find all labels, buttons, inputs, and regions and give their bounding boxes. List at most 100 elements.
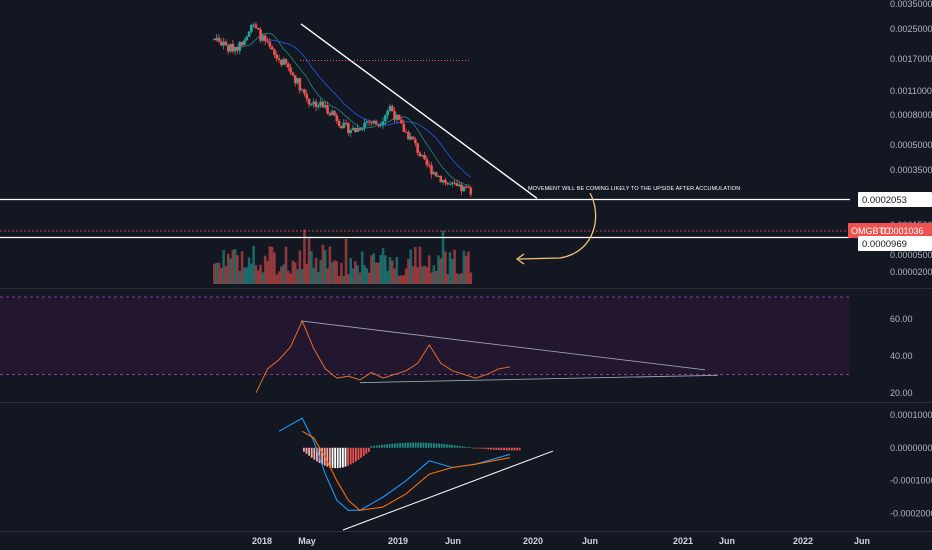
volume-bar	[340, 263, 343, 284]
macd-histogram-bar	[495, 447, 498, 450]
volume-bar	[330, 262, 334, 284]
volume-bar	[263, 255, 267, 284]
volume-bar	[423, 265, 426, 284]
volume-bar	[381, 248, 385, 284]
volume-bar	[448, 252, 452, 284]
candles[interactable]	[213, 21, 473, 198]
volume-bar	[344, 238, 348, 284]
candle-body	[390, 105, 394, 112]
candle-body	[358, 128, 362, 131]
candle-body	[305, 93, 309, 99]
macd-tick-label: 0.0001000	[890, 410, 932, 420]
candle-body	[404, 131, 408, 133]
time-axis[interactable]: 2018 May 2019 Jun 2020 Jun 2021 Jun 2022 Jun	[252, 536, 870, 546]
resistance-level-tag: 0.0002053	[858, 192, 932, 207]
candle-body	[448, 183, 452, 185]
price-tick-label: 0.0008000	[890, 110, 932, 120]
rsi-panel[interactable]	[0, 296, 850, 394]
volume-bar	[367, 272, 371, 284]
candle-body	[439, 175, 443, 183]
candle-body	[268, 41, 272, 47]
candle-body	[453, 182, 456, 184]
ma-long-line	[265, 39, 472, 178]
macd-histogram-bar	[435, 443, 438, 448]
candle-body	[220, 41, 223, 46]
volume-bar	[310, 251, 313, 284]
candle-body	[374, 120, 378, 125]
macd-histogram-bar	[316, 447, 318, 462]
macd-histogram-bar	[440, 443, 443, 448]
volume-bar	[252, 245, 255, 284]
volume-bar	[409, 249, 413, 284]
macd-histogram-bar	[464, 446, 466, 448]
macd-histogram-bar	[355, 447, 357, 462]
macd-histogram-bar	[453, 445, 456, 448]
macd-histogram-bar	[404, 442, 407, 448]
volume-bar	[303, 229, 306, 284]
volume-bar	[451, 258, 454, 284]
volume-bar	[296, 269, 299, 284]
price-tick-label: 0.0017000	[890, 54, 932, 64]
candle-body	[238, 41, 242, 51]
time-tick-label: 2019	[388, 536, 408, 546]
price-tick-label: 0.0003500	[890, 165, 932, 175]
price-tick-label: 0.0005000	[890, 140, 932, 150]
candle-body	[330, 111, 334, 116]
volume-bar	[215, 262, 218, 284]
volume-bar	[402, 275, 406, 284]
candle-body	[425, 159, 429, 166]
candle-body	[446, 183, 449, 185]
volume-bar	[291, 260, 295, 284]
macd-histogram-bar	[409, 442, 412, 448]
macd-histogram-bar	[365, 447, 368, 454]
macd-histogram-bar	[505, 447, 508, 451]
volume-bar	[358, 272, 362, 284]
candle-body	[222, 41, 225, 46]
macd-histogram-bar	[378, 445, 381, 448]
volume-bar	[446, 274, 449, 284]
volume-bar	[236, 255, 239, 284]
volume-bar	[314, 257, 318, 284]
macd-histogram-bar	[401, 442, 404, 448]
volume-bar	[243, 267, 246, 284]
candle-body	[351, 127, 355, 131]
candle-body	[367, 121, 371, 123]
candle-body	[254, 24, 258, 28]
macd-histogram-bar	[305, 447, 308, 454]
volume-bar	[305, 263, 309, 284]
macd-histogram-bar	[386, 444, 388, 448]
macd-histogram-bar	[394, 443, 396, 448]
annotation-arrow	[518, 192, 597, 260]
candle-body	[411, 136, 415, 140]
volume-bar	[370, 255, 373, 284]
candle-body	[224, 41, 228, 46]
candle-body	[321, 101, 325, 108]
candle-body	[457, 184, 461, 187]
macd-histogram-bar	[433, 443, 435, 448]
volume-bars	[213, 229, 473, 284]
macd-panel[interactable]	[278, 417, 554, 531]
candle-body	[296, 78, 299, 84]
macd-histogram-bar	[331, 447, 334, 468]
volume-bar	[254, 265, 258, 284]
candle-body	[275, 54, 279, 59]
macd-histogram-bar	[310, 447, 313, 458]
volume-bar	[261, 272, 265, 284]
candle-body	[215, 37, 218, 41]
candle-body	[293, 75, 297, 84]
volume-bar	[425, 267, 429, 284]
volume-bar	[374, 262, 378, 284]
candle-body	[319, 101, 322, 106]
volume-bar	[407, 259, 410, 284]
volume-bar	[233, 249, 237, 284]
candle-body	[226, 45, 230, 52]
volume-bar	[432, 265, 436, 284]
candle-body	[353, 127, 357, 132]
candle-body	[360, 128, 364, 131]
drawings[interactable]	[300, 23, 538, 199]
svg-text:0.0000969: 0.0000969	[862, 239, 907, 250]
candle-body	[261, 35, 265, 41]
macd-histogram-bar	[362, 447, 365, 456]
macd-histogram-bar	[427, 442, 430, 448]
